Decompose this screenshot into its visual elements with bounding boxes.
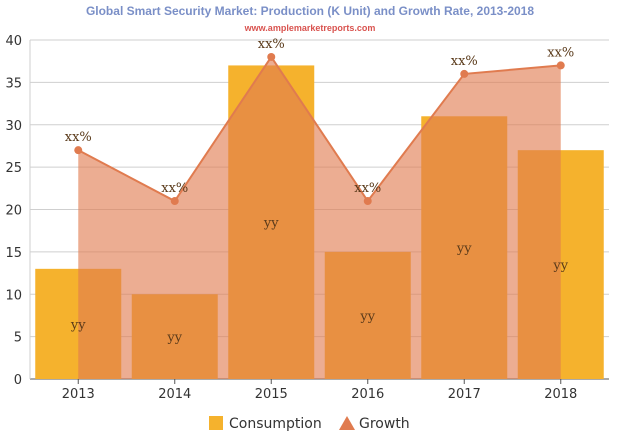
legend[interactable]: Consumption Growth xyxy=(209,416,410,432)
x-tick-label: 2017 xyxy=(448,387,481,402)
y-tick-label: 10 xyxy=(5,288,22,303)
x-tick-label: 2018 xyxy=(544,387,577,402)
growth-point[interactable] xyxy=(170,197,179,206)
chart-title: Global Smart Security Market: Production… xyxy=(86,4,534,18)
growth-point[interactable] xyxy=(74,146,83,155)
legend-item-growth[interactable]: Growth xyxy=(339,416,410,432)
legend-triangle-icon xyxy=(339,416,355,430)
chart-subtitle: www.amplemarketreports.com xyxy=(244,23,376,33)
bar-data-label: yy xyxy=(70,318,86,333)
growth-point[interactable] xyxy=(363,197,372,206)
x-tick-label: 2015 xyxy=(255,387,288,402)
growth-data-label: xx% xyxy=(354,181,381,196)
legend-item-consumption[interactable]: Consumption xyxy=(209,416,322,432)
legend-label-consumption: Consumption xyxy=(229,416,322,432)
y-tick-label: 40 xyxy=(5,34,22,49)
legend-label-growth: Growth xyxy=(359,416,410,432)
growth-data-label: xx% xyxy=(161,181,188,196)
y-tick-label: 30 xyxy=(5,119,22,134)
x-tick-label: 2014 xyxy=(158,387,191,402)
bar-data-label: yy xyxy=(456,242,472,257)
growth-data-label: xx% xyxy=(258,37,285,52)
y-tick-label: 25 xyxy=(5,161,22,176)
growth-point[interactable] xyxy=(556,61,565,70)
growth-data-label: xx% xyxy=(547,45,574,60)
bar-data-label: yy xyxy=(359,309,375,324)
y-tick-label: 5 xyxy=(14,331,22,346)
growth-data-label: xx% xyxy=(451,54,478,69)
bar-data-label: yy xyxy=(552,259,568,274)
bar-data-label: yy xyxy=(263,216,279,231)
y-tick-label: 15 xyxy=(5,246,22,261)
x-tick-label: 2013 xyxy=(62,387,95,402)
y-axis: 0 5 10 15 20 25 30 35 40 xyxy=(5,34,31,388)
y-tick-label: 35 xyxy=(5,76,22,91)
growth-line xyxy=(77,55,561,203)
y-tick-label: 20 xyxy=(5,204,22,219)
growth-data-label: xx% xyxy=(65,130,92,145)
legend-swatch-consumption xyxy=(209,416,223,430)
growth-point[interactable] xyxy=(267,52,276,61)
growth-point[interactable] xyxy=(460,69,469,78)
growth-area xyxy=(74,52,565,379)
y-tick-label: 0 xyxy=(14,373,22,388)
x-tick-label: 2016 xyxy=(351,387,384,402)
bar-data-label: yy xyxy=(166,331,182,346)
data-labels: yy yy yy yy yy yy xx% xx% xx% xx% xx% xx% xyxy=(65,37,575,346)
x-axis: 2013 2014 2015 2016 2017 2018 xyxy=(62,379,577,402)
growth-area-fill xyxy=(78,56,561,379)
